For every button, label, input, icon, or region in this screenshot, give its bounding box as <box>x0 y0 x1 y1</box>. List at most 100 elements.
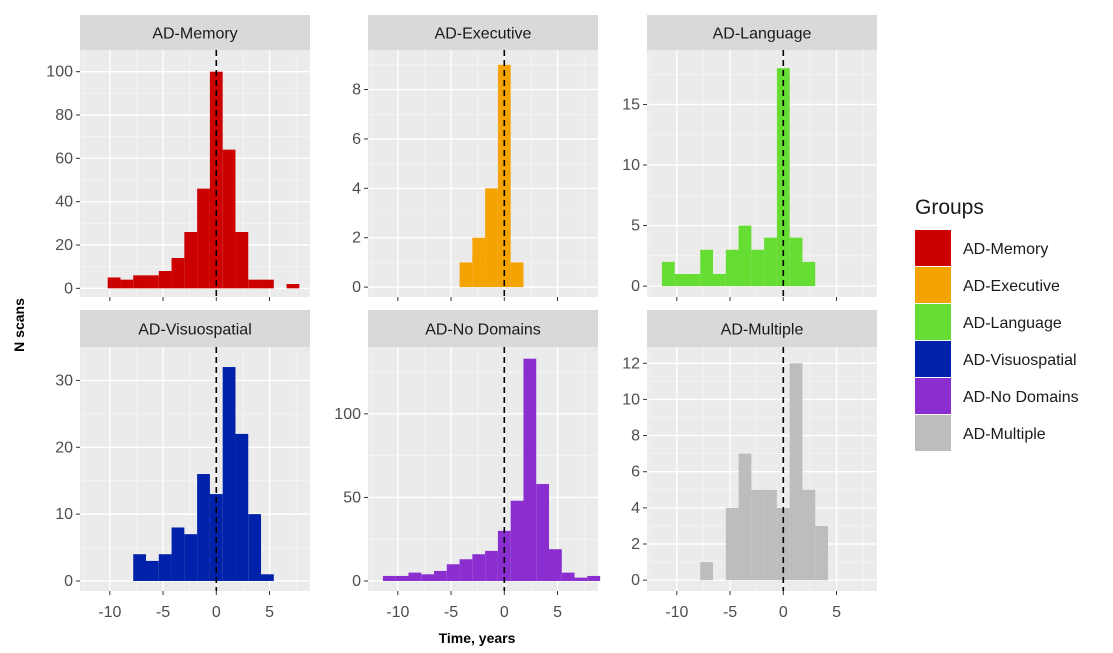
strip-ad-visuospatial <box>80 310 310 347</box>
y-tick-label: 0 <box>64 280 73 297</box>
strip-label-ad-visuospatial: AD-Visuospatial <box>138 322 252 339</box>
bar-ad-language <box>661 261 675 287</box>
panel-ad-multiple: AD-Multiple 0 2 4 6 8 10 12 -10 -5 0 5 <box>622 310 877 621</box>
y-tick-label: 6 <box>352 131 361 148</box>
bar-ad-memory <box>171 258 185 289</box>
y-tick-label: 5 <box>631 218 640 235</box>
bar-ad-no-domains <box>485 550 498 581</box>
legend-label-ad-language: AD-Language <box>963 315 1062 332</box>
legend-label-ad-memory: AD-Memory <box>963 241 1048 258</box>
legend-key-ad-multiple <box>915 415 951 451</box>
bar-ad-multiple <box>815 525 829 581</box>
bar-ad-no-domains <box>459 559 473 581</box>
y-tick-label: 20 <box>55 237 73 254</box>
strip-label-ad-memory: AD-Memory <box>152 26 237 43</box>
y-tick-label: 50 <box>343 489 361 506</box>
bar-ad-language <box>687 273 701 287</box>
y-tick-label: 60 <box>55 150 73 167</box>
bar-ad-memory <box>133 275 147 289</box>
y-tick-label: 4 <box>352 180 361 197</box>
legend-key-ad-memory <box>915 230 951 266</box>
bar-ad-language <box>700 249 714 287</box>
strip-ad-executive <box>368 15 598 50</box>
bar-ad-memory <box>197 188 210 289</box>
bar-ad-memory <box>261 279 274 289</box>
bar-ad-no-domains <box>434 570 447 581</box>
bar-ad-executive <box>510 262 524 288</box>
y-axis-title: N scans <box>11 298 27 352</box>
bar-ad-multiple <box>764 489 777 581</box>
strip-ad-memory <box>80 15 310 50</box>
legend-label-ad-executive: AD-Executive <box>963 278 1060 295</box>
bar-ad-no-domains <box>446 564 460 581</box>
strip-ad-no-domains <box>368 310 598 347</box>
bar-ad-visuospatial <box>235 433 249 581</box>
strip-label-ad-language: AD-Language <box>713 26 812 43</box>
bar-ad-language <box>713 273 726 287</box>
legend-key-ad-language <box>915 304 951 340</box>
x-tick-label: -5 <box>723 604 737 621</box>
bar-ad-executive <box>472 237 486 288</box>
legend-key-ad-no-domains <box>915 378 951 414</box>
panel-ad-language: AD-Language 0 5 10 15 <box>622 15 877 301</box>
bar-ad-memory <box>120 279 134 289</box>
bar-ad-no-domains <box>421 574 435 581</box>
y-tick-label: 12 <box>622 355 640 372</box>
bar-ad-multiple <box>789 363 803 581</box>
bar-ad-memory <box>248 279 262 289</box>
panel-ad-memory: AD-Memory 0 20 40 60 80 100 <box>46 15 310 301</box>
y-tick-label: 100 <box>334 406 361 423</box>
bar-ad-visuospatial <box>133 554 147 581</box>
bar-ad-executive <box>459 262 473 288</box>
panels: AD-Memory020406080100AD-Executive02468AD… <box>46 15 877 621</box>
x-tick-label: 0 <box>779 604 788 621</box>
x-tick-label: -10 <box>386 604 409 621</box>
bar-ad-language <box>674 273 688 287</box>
y-tick-label: 10 <box>55 506 73 523</box>
x-tick-label: -5 <box>156 604 170 621</box>
legend: Groups AD-Memory AD-Executive AD-Language AD… <box>915 196 1079 451</box>
bar-ad-multiple <box>751 489 765 581</box>
y-tick-label: 8 <box>352 82 361 99</box>
bar-ad-no-domains <box>536 484 550 581</box>
bar-ad-no-domains <box>561 572 575 581</box>
bar-ad-visuospatial <box>171 527 185 581</box>
bar-ad-no-domains <box>382 575 396 581</box>
legend-label-ad-no-domains: AD-No Domains <box>963 389 1079 406</box>
bar-ad-multiple <box>700 562 714 581</box>
x-tick-label: 0 <box>212 604 221 621</box>
y-tick-label: 0 <box>352 573 361 590</box>
bar-ad-visuospatial <box>248 514 262 581</box>
bar-ad-visuospatial <box>184 534 198 581</box>
bar-ad-visuospatial <box>146 560 159 581</box>
y-tick-label: 0 <box>631 572 640 589</box>
bar-ad-memory <box>107 277 121 289</box>
bar-ad-memory <box>222 149 236 289</box>
x-axis-title: Time, years <box>439 630 516 646</box>
bar-ad-multiple <box>725 507 739 581</box>
x-tick-label: 0 <box>500 604 509 621</box>
y-tick-label: 2 <box>631 536 640 553</box>
bar-ad-no-domains <box>408 572 422 581</box>
y-tick-label: 0 <box>352 279 361 296</box>
x-tick-label: -10 <box>98 604 121 621</box>
strip-ad-multiple <box>647 310 877 347</box>
panel-ad-visuospatial: AD-Visuospatial 0 10 20 30 -10 -5 0 5 <box>55 310 310 621</box>
bar-ad-language <box>789 237 803 287</box>
bar-ad-memory <box>184 232 198 289</box>
bar-ad-no-domains <box>587 575 601 581</box>
bar-ad-language <box>764 237 777 287</box>
panel-ad-no-domains: AD-No Domains 0 50 100 -10 -5 0 5 <box>334 310 601 621</box>
bar-ad-no-domains <box>497 530 511 581</box>
x-tick-label: -5 <box>444 604 458 621</box>
bar-ad-no-domains <box>472 554 486 581</box>
y-tick-label: 0 <box>64 573 73 590</box>
strip-label-ad-multiple: AD-Multiple <box>721 322 804 339</box>
legend-label-ad-multiple: AD-Multiple <box>963 426 1046 443</box>
bar-ad-visuospatial <box>261 574 274 581</box>
bar-ad-memory <box>146 275 159 289</box>
x-tick-label: 5 <box>265 604 274 621</box>
y-tick-label: 2 <box>352 230 361 247</box>
strip-label-ad-executive: AD-Executive <box>435 26 532 43</box>
